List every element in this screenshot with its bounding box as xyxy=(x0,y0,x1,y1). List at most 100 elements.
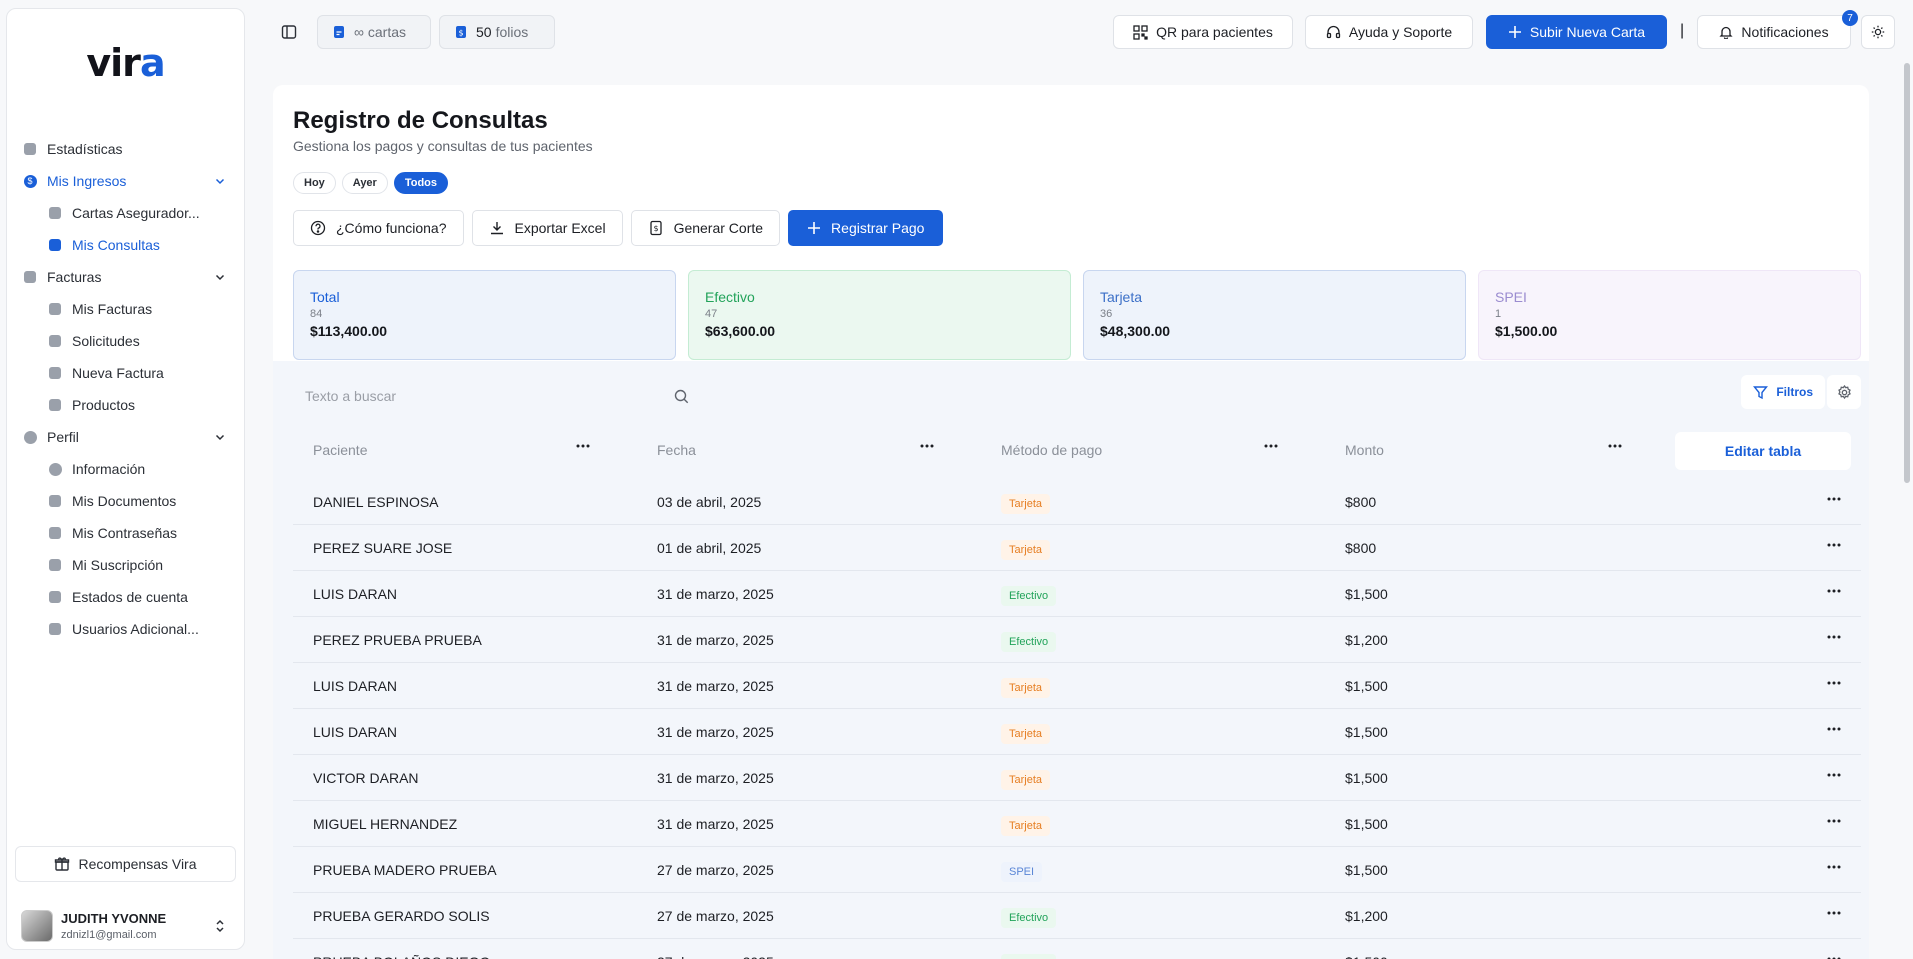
table-row[interactable]: PRUEBA BOLAÑOS DIEGO 27 de marzo, 2025 $1,… xyxy=(293,939,1861,959)
row-actions-icon[interactable] xyxy=(1827,819,1841,823)
row-actions-icon[interactable] xyxy=(1827,543,1841,547)
summary-card-spei: SPEI 1 $1,500.00 xyxy=(1478,270,1861,360)
cartas-counter[interactable]: ∞ cartas xyxy=(317,15,431,49)
table-settings-button[interactable] xyxy=(1827,375,1861,409)
sidebar-item-mi-suscripci-n[interactable]: Mi Suscripción xyxy=(7,549,244,581)
sidebar-item-mis-contrase-as[interactable]: Mis Contraseñas xyxy=(7,517,244,549)
sidebar-nav: Estadísticas $ Mis Ingresos Cartas Asegurad… xyxy=(7,133,244,645)
sidebar-item-label: Mis Documentos xyxy=(72,493,177,509)
row-actions-icon[interactable] xyxy=(1827,681,1841,685)
payment-method-badge: Tarjeta xyxy=(1001,494,1051,514)
chip-hoy[interactable]: Hoy xyxy=(293,172,336,194)
table-row[interactable]: LUIS DARAN 31 de marzo, 2025 $1,500 Tarjeta xyxy=(293,709,1861,755)
theme-toggle-button[interactable] xyxy=(1861,15,1895,49)
export-excel-button[interactable]: Exportar Excel xyxy=(471,210,623,246)
table-row[interactable]: PRUEBA GERARDO SOLIS 27 de marzo, 2025 $1,… xyxy=(293,893,1861,939)
table-row[interactable]: PEREZ PRUEBA PRUEBA 31 de marzo, 2025 $1,2… xyxy=(293,617,1861,663)
sidebar-item-usuarios-adicional[interactable]: Usuarios Adicional... xyxy=(7,613,244,645)
upload-carta-button[interactable]: Subir Nueva Carta xyxy=(1486,15,1667,49)
rewards-button[interactable]: Recompensas Vira xyxy=(15,846,236,882)
qr-button[interactable]: QR para pacientes xyxy=(1113,15,1293,49)
sidebar-item-facturas[interactable]: Facturas xyxy=(7,261,244,293)
row-actions-icon[interactable] xyxy=(1827,635,1841,639)
sidebar-item-label: Estadísticas xyxy=(47,141,123,157)
avatar xyxy=(21,910,53,942)
sidebar-item-mis-ingresos[interactable]: $ Mis Ingresos xyxy=(7,165,244,197)
search-placeholder: Texto a buscar xyxy=(305,388,397,404)
card-label: SPEI xyxy=(1495,289,1527,305)
row-actions-icon[interactable] xyxy=(1827,589,1841,593)
more-options-icon[interactable] xyxy=(920,444,934,448)
row-actions-icon[interactable] xyxy=(1827,727,1841,731)
edit-table-button[interactable]: Editar tabla xyxy=(1675,432,1851,470)
table-row[interactable]: PEREZ SUARE JOSE 01 de abril, 2025 $800 Tar… xyxy=(293,525,1861,571)
column-header[interactable]: Monto xyxy=(1345,430,1622,470)
cell-patient: PRUEBA BOLAÑOS DIEGO xyxy=(313,954,490,959)
more-options-icon[interactable] xyxy=(1608,444,1622,448)
edit-icon xyxy=(48,366,62,380)
table-row[interactable]: VICTOR DARAN 31 de marzo, 2025 $1,500 Tarje… xyxy=(293,755,1861,801)
cell-date: 03 de abril, 2025 xyxy=(657,494,762,510)
column-header[interactable]: Paciente xyxy=(313,430,590,470)
sidebar-item-label: Solicitudes xyxy=(72,333,140,349)
user-icon xyxy=(48,462,62,476)
row-actions-icon[interactable] xyxy=(1827,497,1841,501)
sidebar-item-nueva-factura[interactable]: Nueva Factura xyxy=(7,357,244,389)
sidebar-item-solicitudes[interactable]: Solicitudes xyxy=(7,325,244,357)
chevron-down-icon[interactable] xyxy=(214,271,226,283)
chip-ayer[interactable]: Ayer xyxy=(341,172,388,194)
cell-date: 27 de marzo, 2025 xyxy=(657,908,774,924)
help-circle-icon xyxy=(310,220,326,236)
sidebar-item-cartas-asegurador[interactable]: Cartas Asegurador... xyxy=(7,197,244,229)
gift-icon xyxy=(55,857,70,871)
register-payment-button[interactable]: Registrar Pago xyxy=(788,210,944,246)
search-icon[interactable] xyxy=(674,389,689,404)
table-row[interactable]: MIGUEL HERNANDEZ 31 de marzo, 2025 $1,500 T… xyxy=(293,801,1861,847)
search-input[interactable]: Texto a buscar xyxy=(293,381,689,411)
sidebar-item-estados-de-cuenta[interactable]: Estados de cuenta xyxy=(7,581,244,613)
sidebar-item-estad-sticas[interactable]: Estadísticas xyxy=(7,133,244,165)
sidebar-item-mis-consultas[interactable]: Mis Consultas xyxy=(7,229,244,261)
chevron-down-icon[interactable] xyxy=(214,175,226,187)
folios-counter[interactable]: $ 50 folios xyxy=(439,15,555,49)
sidebar: vira Estadísticas $ Mis Ingresos Cartas Ase… xyxy=(6,8,245,950)
table-row[interactable]: LUIS DARAN 31 de marzo, 2025 $1,500 Efectiv… xyxy=(293,571,1861,617)
table-row[interactable]: LUIS DARAN 31 de marzo, 2025 $1,500 Tarjeta xyxy=(293,663,1861,709)
more-options-icon[interactable] xyxy=(1264,444,1278,448)
chevron-down-icon[interactable] xyxy=(214,431,226,443)
cell-date: 31 de marzo, 2025 xyxy=(657,816,774,832)
notifications-button[interactable]: Notificaciones 7 xyxy=(1697,10,1858,49)
sidebar-toggle-icon[interactable] xyxy=(281,24,297,40)
row-actions-icon[interactable] xyxy=(1827,865,1841,869)
table-row[interactable]: DANIEL ESPINOSA 03 de abril, 2025 $800 Tarj… xyxy=(293,479,1861,525)
table-row[interactable]: PRUEBA MADERO PRUEBA 27 de marzo, 2025 $1,… xyxy=(293,847,1861,893)
chip-todos[interactable]: Todos xyxy=(393,172,449,194)
how-it-works-button[interactable]: ¿Cómo funciona? xyxy=(293,210,464,246)
card-count: 1 xyxy=(1495,308,1502,320)
column-header[interactable]: Fecha xyxy=(657,430,934,470)
cell-amount: $1,500 xyxy=(1345,862,1388,878)
more-options-icon[interactable] xyxy=(576,444,590,448)
cell-date: 31 de marzo, 2025 xyxy=(657,678,774,694)
sidebar-item-mis-facturas[interactable]: Mis Facturas xyxy=(7,293,244,325)
headset-icon xyxy=(1326,25,1341,38)
sidebar-item-mis-documentos[interactable]: Mis Documentos xyxy=(7,485,244,517)
export-excel-label: Exportar Excel xyxy=(514,220,606,236)
filters-button[interactable]: Filtros xyxy=(1741,375,1825,409)
row-actions-icon[interactable] xyxy=(1827,911,1841,915)
upload-label: Subir Nueva Carta xyxy=(1529,24,1646,40)
column-header[interactable]: Método de pago xyxy=(1001,430,1278,470)
row-actions-icon[interactable] xyxy=(1827,773,1841,777)
page-scrollbar[interactable] xyxy=(1904,63,1910,483)
cell-amount: $1,200 xyxy=(1345,908,1388,924)
sidebar-item-perfil[interactable]: Perfil xyxy=(7,421,244,453)
vira-logo[interactable]: vira xyxy=(86,41,165,85)
grid-icon xyxy=(23,142,37,156)
sidebar-item-productos[interactable]: Productos xyxy=(7,389,244,421)
user-menu[interactable]: JUDITH YVONNE zdnizl1@gmail.com xyxy=(21,904,234,948)
help-support-button[interactable]: Ayuda y Soporte xyxy=(1305,15,1473,49)
generate-cut-button[interactable]: $ Generar Corte xyxy=(630,210,781,246)
sidebar-item-informaci-n[interactable]: Información xyxy=(7,453,244,485)
qr-code-icon xyxy=(1133,24,1148,40)
summary-cards: Total 84 $113,400.00 Efectivo 47 $63,600… xyxy=(293,270,1861,360)
